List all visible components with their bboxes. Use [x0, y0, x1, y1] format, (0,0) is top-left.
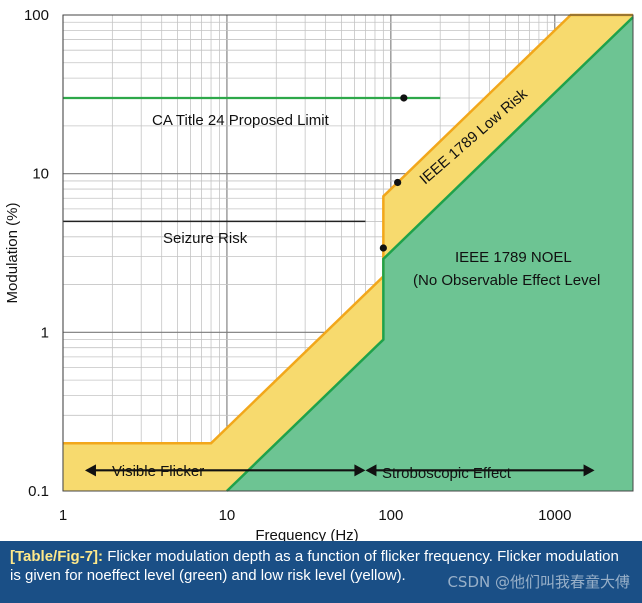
seizure-risk-label: Seizure Risk	[163, 230, 248, 247]
y-tick-label: 0.1	[28, 483, 49, 500]
caption-tag: [Table/Fig-7]:	[10, 548, 104, 565]
y-tick-label: 100	[24, 7, 49, 24]
stroboscopic-effect-label: Stroboscopic Effect	[382, 465, 512, 482]
series-area-noel	[226, 17, 633, 492]
noel-region-label-line1: IEEE 1789 NOEL	[455, 249, 572, 266]
visible-flicker-label: Visible Flicker	[112, 463, 204, 480]
x-tick-label: 1000	[538, 507, 571, 524]
series-line-noel	[226, 16, 634, 492]
y-axis-title: Modulation (%)	[4, 203, 21, 304]
data-point-2	[394, 178, 402, 187]
stroboscopic-arrow-head-left	[365, 464, 377, 477]
noel-region-label-line2: (No Observable Effect Level	[413, 272, 600, 289]
chart-figure: Visible Flicker Stroboscopic Effect CA Tit…	[4, 7, 634, 541]
y-tick-label: 10	[32, 166, 49, 183]
caption-text: Flicker modulation depth as a function o…	[10, 548, 619, 584]
stroboscopic-arrow-head-right	[583, 464, 595, 477]
flicker-chart: Visible Flicker Stroboscopic Effect CA Tit…	[4, 7, 634, 541]
plot-frame	[62, 14, 634, 492]
visible-flicker-arrow-head-right	[354, 464, 366, 477]
x-axis-title: Frequency (Hz)	[255, 527, 358, 541]
visible-flicker-arrow-head-left	[84, 464, 96, 477]
x-tick-label: 100	[378, 507, 403, 524]
data-point-1	[400, 94, 408, 102]
x-tick-label: 10	[219, 507, 236, 524]
figure-caption: [Table/Fig-7]: Flicker modulation depth …	[0, 541, 642, 603]
x-tick-label: 1	[59, 507, 67, 524]
ca-title-24-label: CA Title 24 Proposed Limit	[152, 112, 330, 129]
data-point-3	[379, 244, 387, 252]
watermark-text: CSDN @他们叫我春童大傅	[447, 573, 630, 591]
y-tick-label: 1	[41, 324, 49, 341]
